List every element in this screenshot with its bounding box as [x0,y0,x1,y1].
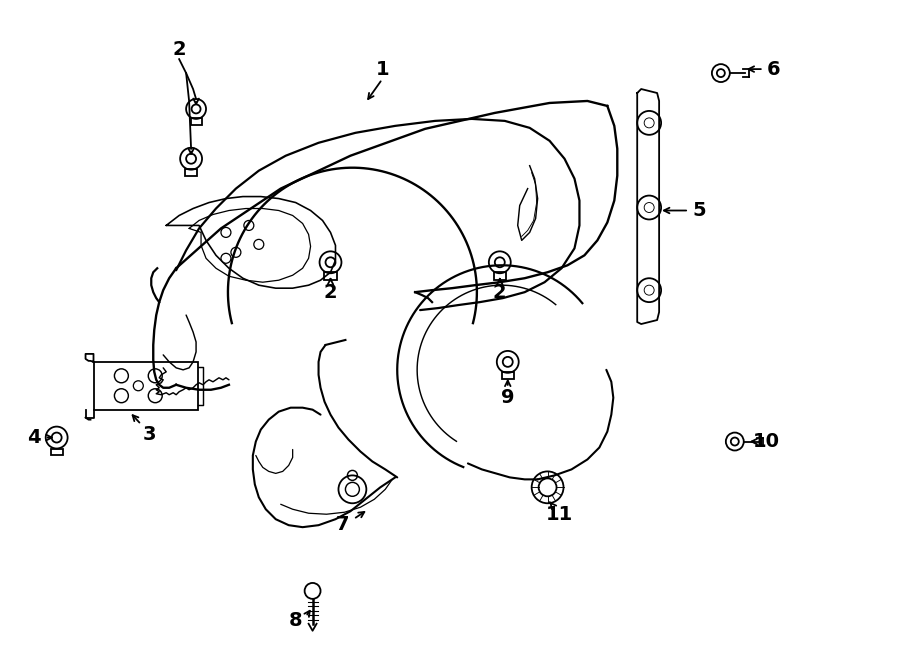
Bar [325,272,337,280]
Bar [185,169,197,176]
Text: 6: 6 [767,59,780,79]
Bar [191,118,202,125]
Text: 2: 2 [493,283,507,301]
Text: 5: 5 [692,201,706,220]
Bar [50,449,63,455]
Text: 8: 8 [289,611,302,631]
Text: 10: 10 [753,432,780,451]
Text: 2: 2 [172,40,186,59]
Text: 7: 7 [336,515,349,533]
Text: 1: 1 [375,59,389,79]
Text: 2: 2 [324,283,338,301]
Bar [494,272,506,280]
Bar [94,362,198,410]
Text: 3: 3 [142,425,156,444]
Text: 11: 11 [546,505,573,524]
Text: 4: 4 [27,428,40,447]
Text: 9: 9 [501,388,515,407]
Bar [501,372,514,379]
